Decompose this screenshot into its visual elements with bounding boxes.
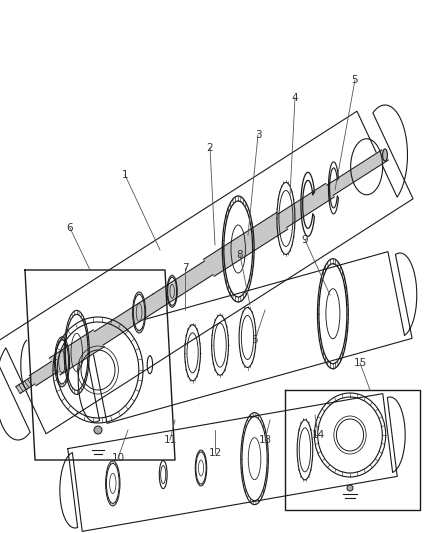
Polygon shape [327, 150, 388, 195]
Polygon shape [95, 294, 162, 345]
Text: 10: 10 [111, 453, 124, 463]
Text: 13: 13 [258, 435, 272, 445]
Text: 4: 4 [292, 93, 298, 103]
Text: 7: 7 [182, 263, 188, 273]
Text: 5: 5 [352, 75, 358, 85]
Text: 5: 5 [252, 335, 258, 345]
Text: 12: 12 [208, 448, 222, 458]
Text: 3: 3 [254, 130, 261, 140]
Ellipse shape [347, 485, 353, 491]
Polygon shape [203, 212, 288, 276]
Polygon shape [278, 183, 334, 228]
Text: 1: 1 [122, 170, 128, 180]
Polygon shape [153, 261, 213, 308]
Text: 2: 2 [207, 143, 213, 153]
Polygon shape [16, 377, 35, 393]
Text: 6: 6 [67, 223, 73, 233]
Polygon shape [49, 330, 104, 375]
Text: 14: 14 [311, 430, 325, 440]
Ellipse shape [383, 149, 387, 161]
Text: 8: 8 [237, 250, 244, 260]
Ellipse shape [94, 426, 102, 434]
Polygon shape [29, 361, 58, 386]
Text: 9: 9 [302, 235, 308, 245]
Text: 11: 11 [163, 435, 177, 445]
Text: 15: 15 [353, 358, 367, 368]
